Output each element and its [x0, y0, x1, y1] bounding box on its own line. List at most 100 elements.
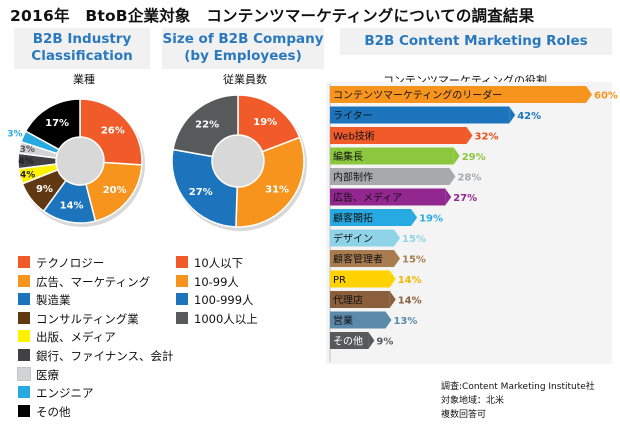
roles-heading: B2B Content Marketing Roles [340, 28, 612, 55]
industry-slice-label: 4% [18, 157, 33, 167]
industry-slice [24, 98, 81, 151]
roles-bar-tip [389, 270, 396, 288]
roles-category-label: 編集長 [333, 150, 363, 163]
roles-category-label: コンテンツマーケティングのリーダー [333, 89, 502, 102]
size-sub-label: 従業員数 [223, 73, 267, 86]
industry-slice-label: 14% [60, 201, 84, 212]
size-slice-label: 19% [253, 117, 277, 128]
roles-bar-tip [466, 127, 473, 144]
roles-value-label: 42% [517, 111, 541, 122]
size-slice-label: 31% [265, 184, 289, 195]
roles-value-label: 14% [398, 296, 422, 307]
roles-category-label: 内部制作 [333, 171, 373, 184]
roles-bar-tip [449, 168, 456, 185]
roles-bar [330, 311, 386, 329]
roles-bar [330, 147, 454, 165]
size-legend-swatch [176, 293, 188, 306]
industry-legend-label: 広告、マーケティング [36, 274, 151, 289]
roles-bar [330, 229, 394, 247]
industry-slice-label: 3% [7, 129, 22, 139]
size-legend-label: 10-99人 [194, 274, 239, 289]
roles-bar [330, 188, 446, 206]
roles-category-label: Web技術 [333, 130, 375, 143]
roles-bar-chart: コンテンツマーケティングのリーダー 60% ライター 42% Web技術 32% 編集長 29… [326, 82, 618, 364]
roles-value-label: 19% [419, 214, 443, 225]
industry-slice-label: 26% [101, 126, 125, 137]
roles-value-label: 15% [402, 234, 426, 245]
roles-value-label: 28% [457, 173, 481, 184]
industry-slice-label: 3% [20, 145, 35, 155]
industry-slice-label: 17% [45, 118, 69, 129]
size-legend-item: 10-99人 [176, 274, 239, 290]
roles-bar [330, 332, 369, 349]
roles-value-label: 60% [594, 91, 618, 102]
industry-slice-label: 9% [36, 184, 53, 195]
source-note-3: 複数回答可 [441, 410, 487, 420]
size-donut-chart: 19% 31% 27% 22% [171, 94, 307, 231]
roles-value-label: 15% [402, 255, 426, 266]
roles-bar-tip [509, 106, 516, 124]
industry-legend-swatch [18, 330, 30, 343]
size-slice [172, 94, 239, 158]
roles-value-label: 27% [453, 193, 477, 204]
roles-value-label: 9% [376, 337, 393, 348]
industry-legend-swatch [18, 293, 30, 306]
size-heading: Size of B2B Company (by Employees) [162, 28, 324, 69]
roles-value-label: 13% [393, 316, 417, 327]
industry-heading-line1: B2B Industry [32, 31, 132, 47]
size-legend-label: 1000人以上 [194, 311, 258, 326]
industry-legend-swatch [18, 256, 30, 268]
roles-bar [330, 106, 510, 124]
size-heading-line2: (by Employees) [184, 48, 302, 64]
roles-bar-tip [385, 311, 392, 329]
industry-legend-label: 医療 [36, 367, 59, 382]
industry-legend-item: コンサルティング業 [18, 311, 139, 327]
roles-category-label: 代理店 [333, 294, 363, 307]
industry-legend-swatch [18, 311, 30, 324]
size-heading-line1: Size of B2B Company [162, 31, 324, 47]
industry-legend-swatch [17, 366, 31, 381]
roles-category-label: その他 [333, 335, 363, 348]
roles-bar-tip [453, 147, 460, 165]
roles-bar [330, 250, 394, 267]
size-legend-label: 100-999人 [194, 293, 254, 308]
size-legend-label: 10人以下 [194, 256, 244, 270]
industry-legend-item: 出版、メディア [18, 329, 116, 345]
industry-legend-label: 製造業 [36, 293, 71, 308]
roles-bar-tip [389, 291, 396, 308]
industry-legend-item: 銀行、ファイナンス、会計 [18, 348, 174, 364]
roles-category-label: 顧客管理者 [333, 253, 383, 266]
roles-bar [330, 270, 390, 288]
industry-heading: B2B Industry Classification [14, 28, 150, 69]
roles-value-label: 32% [475, 132, 499, 143]
roles-bar [330, 168, 450, 185]
industry-heading-line2: Classification [31, 48, 133, 64]
size-legend: 10人以下 10-99人 100-999人 1000人以上 [176, 255, 306, 335]
size-legend-item: 10人以下 [176, 255, 243, 271]
page-title: 2016年 BtoB企業対象 コンテンツマーケティングについての調査結果 [10, 7, 535, 25]
roles-bar-tip [411, 209, 418, 226]
roles-value-label: 14% [398, 275, 422, 286]
industry-legend-label: 出版、メディア [36, 330, 116, 345]
industry-legend-label: コンサルティング業 [36, 311, 139, 326]
size-legend-swatch [176, 256, 188, 268]
industry-legend-item: 製造業 [18, 292, 71, 308]
roles-bar-tip [394, 250, 400, 267]
roles-bar-tip [394, 229, 400, 247]
industry-legend-label: エンジニア [36, 386, 94, 401]
industry-legend-item: テクノロジー [18, 255, 104, 271]
industry-donut-chart: 26%20%14%9%4%4%3%3%17% [7, 98, 145, 227]
size-legend-swatch [176, 274, 188, 287]
source-note-1: 調査:Content Marketing Institute社 [441, 382, 595, 392]
size-slice [171, 148, 238, 228]
industry-legend-label: その他 [36, 404, 71, 419]
roles-category-label: ライター [333, 110, 373, 122]
roles-category-label: PR [333, 275, 346, 286]
industry-legend-label: 銀行、ファイナンス、会計 [36, 349, 174, 363]
roles-category-label: 顧客開拓 [333, 212, 373, 225]
size-slice [235, 136, 305, 228]
roles-bar [330, 86, 586, 103]
industry-legend-swatch [18, 274, 30, 287]
roles-category-label: デザイン [333, 232, 373, 245]
